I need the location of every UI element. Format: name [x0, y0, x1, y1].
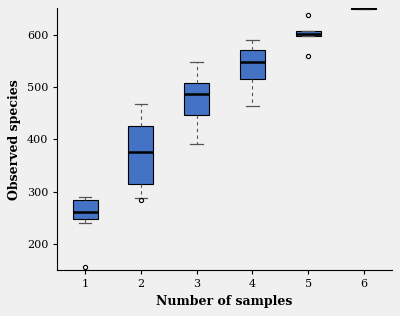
- Y-axis label: Observed species: Observed species: [8, 79, 21, 200]
- PathPatch shape: [296, 31, 321, 36]
- PathPatch shape: [240, 50, 265, 79]
- PathPatch shape: [184, 83, 209, 115]
- PathPatch shape: [73, 200, 98, 219]
- X-axis label: Number of samples: Number of samples: [156, 295, 293, 308]
- PathPatch shape: [128, 126, 154, 184]
- PathPatch shape: [351, 7, 376, 9]
